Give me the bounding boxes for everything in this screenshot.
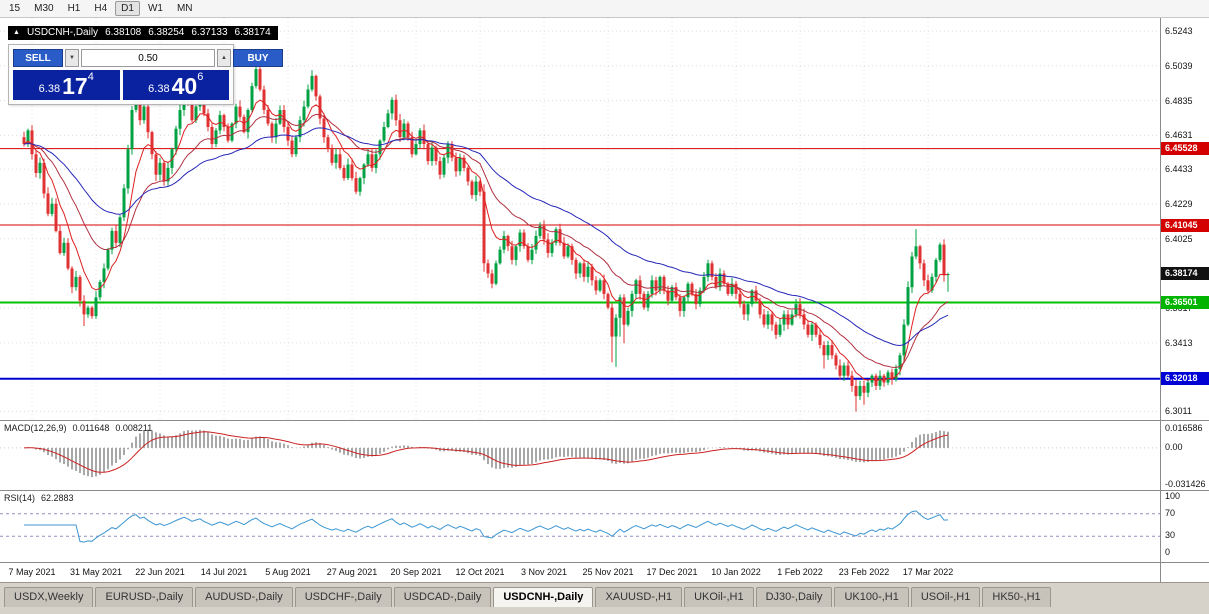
- price-marker-resistance-line: 6.45528: [1161, 142, 1209, 156]
- price-axis-tick: 6.5243: [1165, 26, 1193, 37]
- date-label: 14 Jul 2021: [200, 567, 248, 577]
- price-axis: 6.5243 6.5039 6.4835 6.4631 6.4433 6.4229 6.40…: [1160, 18, 1209, 582]
- chart-tab-bar: USDX,Weekly EURUSD-,Daily AUDUSD-,Daily USD…: [0, 582, 1209, 614]
- buy-price-prefix: 6.38: [148, 83, 170, 95]
- chart-tab[interactable]: USOil-,H1: [910, 587, 981, 607]
- macd-value-main: 0.011648: [72, 423, 110, 433]
- date-label: 20 Sep 2021: [390, 567, 442, 577]
- date-label: 17 Mar 2022: [902, 567, 954, 577]
- date-label: 17 Dec 2021: [646, 567, 698, 577]
- chart-tab[interactable]: UK100-,H1: [834, 587, 909, 607]
- date-label: 25 Nov 2021: [582, 567, 634, 577]
- timeframe-button-m30[interactable]: M30: [28, 1, 59, 16]
- axis-divider: [1161, 490, 1209, 491]
- chart-tab[interactable]: DJ30-,Daily: [755, 587, 833, 607]
- price-axis-tick: 6.4835: [1165, 95, 1193, 106]
- chart-plot-area: ▲ USDCNH-,Daily 6.38108 6.38254 6.37133 …: [0, 18, 1160, 582]
- timeframe-button-mn[interactable]: MN: [171, 1, 199, 16]
- chart-tab[interactable]: USDCHF-,Daily: [294, 587, 392, 607]
- chart-title: ▲ USDCNH-,Daily 6.38108 6.38254 6.37133 …: [8, 26, 278, 40]
- date-label: 27 Aug 2021: [326, 567, 378, 577]
- macd-chart[interactable]: [0, 421, 1160, 490]
- rsi-value: 62.2883: [41, 493, 74, 503]
- time-axis: 7 May 2021 31 May 2021 22 Jun 2021 14 Jul 2…: [0, 562, 1160, 582]
- date-label: 12 Oct 2021: [455, 567, 505, 577]
- price-axis-tick: 6.3011: [1165, 406, 1192, 417]
- date-label: 1 Feb 2022: [777, 567, 823, 577]
- ohlc-high: 6.38254: [148, 27, 185, 38]
- one-click-trading-panel: SELL ▼ ▲ BUY 6.38 17 4 6.38 40 6: [8, 44, 283, 105]
- buy-price-box[interactable]: 6.38 40 6: [122, 70, 229, 100]
- collapse-arrow-icon: ▲: [13, 29, 20, 36]
- date-label: 23 Feb 2022: [838, 567, 890, 577]
- date-label: 22 Jun 2021: [135, 567, 185, 577]
- lot-increase-button[interactable]: ▲: [217, 49, 231, 67]
- rsi-axis-tick: 30: [1165, 530, 1176, 541]
- timeframe-toolbar: 15 M30 H1 H4 D1 W1 MN: [0, 0, 1209, 18]
- sell-button[interactable]: SELL: [13, 49, 63, 67]
- price-axis-tick: 6.4229: [1165, 198, 1193, 209]
- rsi-axis-tick: 0: [1165, 547, 1171, 557]
- macd-pane[interactable]: MACD(12,26,9) 0.011648 0.008211: [0, 420, 1160, 490]
- chart-tab[interactable]: EURUSD-,Daily: [95, 587, 194, 607]
- chart-tab[interactable]: USDCAD-,Daily: [393, 587, 492, 607]
- price-marker-support-line: 6.36501: [1161, 295, 1209, 309]
- candlestick-chart[interactable]: [0, 18, 1160, 420]
- ohlc-low: 6.37133: [191, 27, 228, 38]
- sell-price-prefix: 6.38: [38, 83, 61, 95]
- timeframe-button-h1[interactable]: H1: [62, 1, 87, 16]
- lot-size-input[interactable]: [81, 49, 215, 67]
- chart-tab[interactable]: HK50-,H1: [982, 587, 1051, 607]
- price-axis-tick: 6.4631: [1165, 130, 1193, 141]
- ohlc-open: 6.38108: [105, 27, 142, 38]
- axis-divider: [1161, 562, 1209, 563]
- macd-value-signal: 0.008211: [115, 423, 153, 433]
- price-axis-tick: 6.5039: [1165, 60, 1193, 71]
- price-axis-tick: 6.4433: [1165, 164, 1193, 175]
- timeframe-button-w1[interactable]: W1: [142, 1, 169, 16]
- rsi-axis-tick: 70: [1165, 507, 1176, 518]
- sell-price-box[interactable]: 6.38 17 4: [13, 70, 120, 100]
- rsi-chart[interactable]: [0, 491, 1160, 562]
- price-pane[interactable]: ▲ USDCNH-,Daily 6.38108 6.38254 6.37133 …: [0, 18, 1160, 420]
- sell-price-big: 17: [62, 73, 88, 99]
- date-label: 31 May 2021: [69, 567, 123, 577]
- rsi-name: RSI(14): [4, 493, 36, 503]
- price-axis-tick: 6.4025: [1165, 233, 1193, 244]
- rsi-pane[interactable]: RSI(14) 62.2883: [0, 490, 1160, 562]
- timeframe-button-15[interactable]: 15: [3, 1, 26, 16]
- chart-tab[interactable]: USDX,Weekly: [4, 587, 94, 607]
- chart-tab[interactable]: XAUUSD-,H1: [595, 587, 683, 607]
- rsi-axis-tick: 100: [1165, 491, 1181, 501]
- date-label: 7 May 2021: [8, 567, 56, 577]
- price-marker-support-line: 6.32018: [1161, 372, 1209, 386]
- macd-name: MACD(12,26,9): [4, 423, 67, 433]
- buy-button[interactable]: BUY: [233, 49, 283, 67]
- timeframe-button-d1[interactable]: D1: [115, 1, 140, 16]
- macd-axis-tick: -0.031426: [1165, 478, 1206, 489]
- ohlc-close: 6.38174: [234, 27, 271, 38]
- price-marker-resistance-line: 6.41045: [1161, 218, 1209, 232]
- macd-label: MACD(12,26,9) 0.011648 0.008211: [4, 423, 152, 433]
- chart-tab[interactable]: USDCNH-,Daily: [493, 587, 594, 607]
- timeframe-button-h4[interactable]: H4: [88, 1, 113, 16]
- macd-axis-tick: 0.016586: [1165, 422, 1203, 433]
- chart-tab[interactable]: UKOil-,H1: [684, 587, 754, 607]
- buy-price-pip: 6: [197, 71, 204, 83]
- chart-symbol: USDCNH-,Daily: [26, 27, 99, 38]
- price-axis-tick: 6.3413: [1165, 337, 1193, 348]
- chart-window: ▲ USDCNH-,Daily 6.38108 6.38254 6.37133 …: [0, 18, 1209, 582]
- buy-price-big: 40: [171, 73, 198, 99]
- rsi-label: RSI(14) 62.2883: [4, 493, 74, 503]
- date-label: 5 Aug 2021: [265, 567, 311, 577]
- date-label: 10 Jan 2022: [711, 567, 761, 577]
- lot-decrease-button[interactable]: ▼: [65, 49, 79, 67]
- date-label: 3 Nov 2021: [520, 567, 568, 577]
- price-marker-current-price: 6.38174: [1161, 267, 1209, 281]
- chart-tab[interactable]: AUDUSD-,Daily: [195, 587, 293, 607]
- axis-divider: [1161, 420, 1209, 421]
- sell-price-pip: 4: [87, 71, 94, 83]
- macd-axis-tick: 0.00: [1165, 441, 1183, 452]
